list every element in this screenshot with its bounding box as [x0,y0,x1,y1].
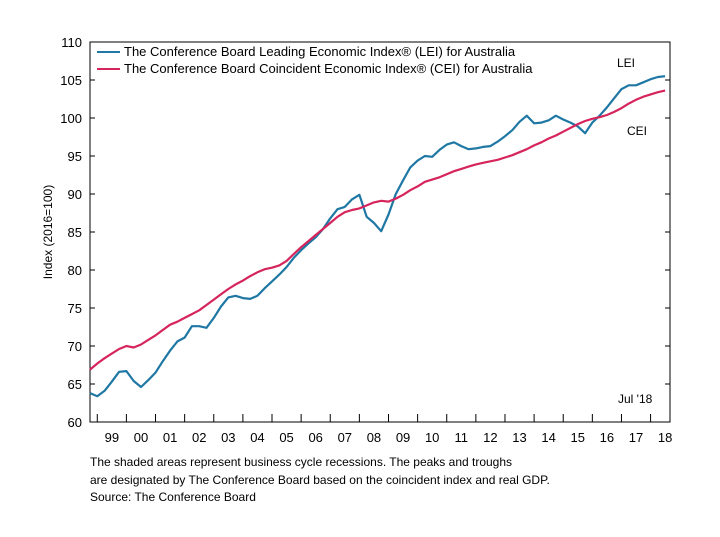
x-axis: 99 00 01 02 03 04 05 06 07 08 09 10 11 12 13 14 15 16 17 18 [96,414,672,445]
x-tick-label: 18 [658,430,672,445]
x-tick-label: 10 [425,430,439,445]
x-tick-label: 09 [396,430,410,445]
date-stamp: Jul '18 [618,392,653,406]
legend: The Conference Board Leading Economic In… [97,44,533,76]
cei-series-label: CEI [627,124,647,138]
x-tick-label: 05 [279,430,293,445]
cei-line [89,89,666,371]
y-tick-label: 85 [68,225,82,240]
x-tick-label: 17 [629,430,643,445]
x-tick-label: 03 [221,430,235,445]
series-lines [89,75,666,398]
y-tick-label: 90 [68,187,82,202]
x-tick-label: 99 [105,430,119,445]
footnote-line-1: The shaded areas represent business cycl… [90,455,513,469]
x-tick-label: 12 [483,430,497,445]
plot-frame [89,41,671,423]
y-tick-label: 75 [68,301,82,316]
x-tick-label: 02 [192,430,206,445]
x-tick-label: 06 [308,430,322,445]
y-tick-label: 65 [68,377,82,392]
footnotes: The shaded areas represent business cycl… [90,454,550,507]
x-tick-label: 11 [455,430,469,445]
lei-line [89,75,666,398]
x-tick-label: 01 [163,430,177,445]
x-tick-label: 08 [367,430,381,445]
x-tick-label: 14 [541,430,555,445]
x-tick-label: 16 [600,430,614,445]
y-tick-label: 105 [60,73,82,88]
y-tick-label: 110 [61,35,82,50]
y-tick-label: 60 [68,415,82,430]
y-tick-label: 100 [60,111,82,126]
x-tick-label: 13 [512,430,526,445]
x-tick-label: 15 [571,430,585,445]
y-axis-label: Index (2016=100) [41,185,55,279]
footnote-line-2: are designated by The Conference Board b… [90,472,550,487]
y-tick-label: 95 [68,149,82,164]
y-tick-label: 70 [68,339,82,354]
y-axis: 60 65 70 75 80 85 90 95 100 105 110 [60,35,670,430]
x-tick-label: 07 [338,430,352,445]
source-note: Source: The Conference Board [90,490,256,504]
legend-label-lei: The Conference Board Leading Economic In… [124,44,516,59]
x-tick-label: 00 [134,430,148,445]
legend-label-cei: The Conference Board Coincident Economic… [124,61,533,76]
x-tick-label: 04 [250,430,264,445]
lei-series-label: LEI [617,56,635,70]
y-tick-label: 80 [68,263,82,278]
